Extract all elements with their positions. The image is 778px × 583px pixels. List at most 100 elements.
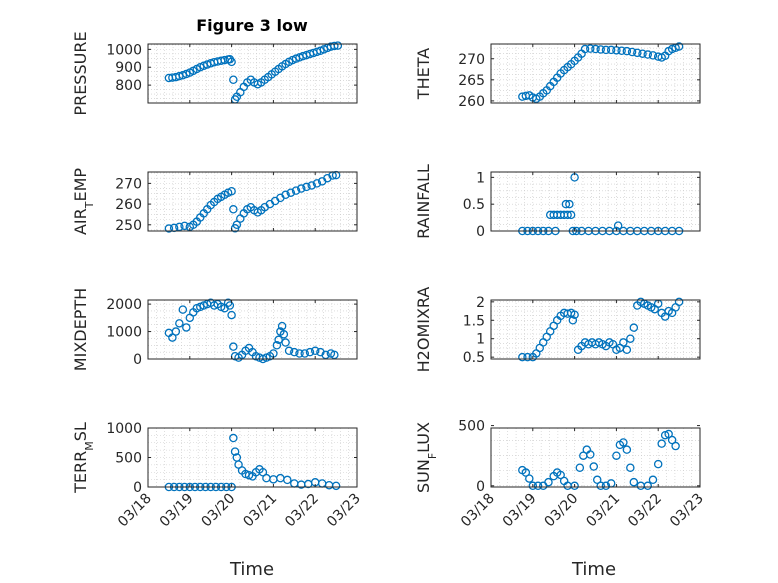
data-point	[561, 199, 571, 209]
y-axis-label: MIXDEPTH	[71, 288, 90, 371]
y-tick-label: 0	[133, 480, 142, 496]
x-tick-label: 03/21	[583, 491, 623, 531]
y-axis-label: TERRMSL	[71, 422, 96, 494]
data-point	[586, 44, 595, 53]
axes-frame	[490, 299, 701, 360]
data-point	[330, 41, 339, 51]
x-axis-label-right: Time	[571, 559, 616, 580]
x-tick-label: 03/23	[324, 491, 364, 531]
data-point	[648, 51, 658, 60]
data-point	[626, 334, 635, 343]
axes-frame	[147, 171, 358, 232]
data-point	[596, 45, 605, 54]
data-point	[586, 450, 595, 459]
data-point	[518, 352, 527, 362]
data-point	[305, 347, 315, 357]
y-tick-label: 1	[476, 332, 485, 348]
axes-frame	[147, 299, 358, 360]
data-point	[657, 439, 666, 448]
y-tick-label: 1000	[106, 325, 142, 341]
data-point	[284, 346, 294, 356]
data-point	[168, 333, 177, 342]
data-point	[575, 463, 585, 472]
data-point	[533, 481, 543, 491]
data-point	[290, 347, 299, 357]
data-point	[272, 341, 282, 350]
y-tick-label: 250	[115, 218, 142, 234]
data-point	[674, 42, 684, 51]
axes-mixdepth: 0 1000 2000 MIXDEPTH	[71, 288, 358, 371]
x-tick-label: 03/22	[625, 491, 665, 531]
data-point	[279, 330, 289, 339]
axes-terr_msl: 0 500 1000 03/18 03/19 03/20 03/21 03/22 03/23 TE…	[71, 421, 364, 530]
data-point	[626, 463, 635, 472]
data-point	[307, 181, 316, 190]
y-tick-label: 0.5	[463, 197, 485, 213]
data-point	[570, 310, 579, 319]
data-point	[262, 473, 271, 483]
data-point	[227, 187, 236, 196]
data-point	[566, 210, 576, 220]
data-point	[225, 301, 235, 310]
data-point	[570, 481, 579, 491]
axes-frame	[490, 171, 701, 232]
data-point	[229, 205, 238, 214]
y-tick-label: 0	[476, 479, 485, 495]
data-point	[297, 184, 306, 193]
data-point	[619, 438, 628, 447]
data-point	[565, 199, 574, 209]
y-tick-label: 1000	[106, 42, 142, 58]
y-tick-label: 1.5	[463, 313, 485, 329]
y-tick-label: 0	[476, 224, 485, 240]
data-point	[643, 481, 653, 491]
y-tick-label: 500	[458, 419, 485, 435]
axes-theta: 260 265 270 THETA	[414, 42, 701, 110]
y-tick-label: 260	[458, 94, 485, 110]
data-point	[182, 323, 191, 332]
y-tick-label: 265	[458, 73, 485, 89]
figure-title: Figure 3 low	[196, 16, 308, 35]
data-point	[283, 475, 292, 485]
data-point	[622, 445, 632, 454]
y-tick-label: 2	[476, 295, 485, 311]
data-point	[622, 46, 632, 56]
x-tick-label: 03/18	[115, 491, 155, 531]
data-point	[312, 179, 322, 188]
data-point	[331, 481, 341, 491]
x-axis-label-left: Time	[229, 559, 274, 580]
data-point	[277, 321, 287, 331]
data-point	[671, 441, 680, 451]
axes-pressure: 800 900 1000 PRESSURE	[71, 31, 358, 116]
data-point	[589, 462, 599, 471]
data-point	[281, 190, 290, 200]
axes-air_temp: 250 260 270 AIRTEMP	[71, 168, 358, 235]
y-tick-label: 900	[115, 60, 142, 76]
y-tick-label: 0	[133, 352, 142, 368]
x-tick-label: 03/19	[157, 491, 197, 531]
data-point	[175, 319, 184, 328]
data-point	[281, 338, 290, 347]
data-point	[229, 433, 238, 443]
data-point	[653, 459, 663, 469]
y-tick-label: 270	[115, 176, 142, 192]
data-point	[591, 44, 600, 54]
data-point	[330, 350, 339, 360]
data-point	[321, 350, 330, 360]
data-point	[310, 346, 320, 356]
y-axis-label: PRESSURE	[71, 31, 90, 115]
data-point	[613, 221, 623, 230]
data-point	[276, 473, 285, 483]
data-point	[232, 220, 242, 230]
data-point	[629, 477, 639, 487]
data-point	[638, 49, 647, 58]
data-point	[617, 46, 626, 55]
y-axis-label: H2OMIXRA	[414, 287, 433, 373]
x-tick-label: 03/20	[542, 491, 582, 531]
data-point	[286, 188, 296, 197]
data-point	[333, 41, 343, 50]
data-point	[180, 221, 189, 231]
data-point	[178, 305, 188, 314]
data-point	[629, 323, 639, 332]
